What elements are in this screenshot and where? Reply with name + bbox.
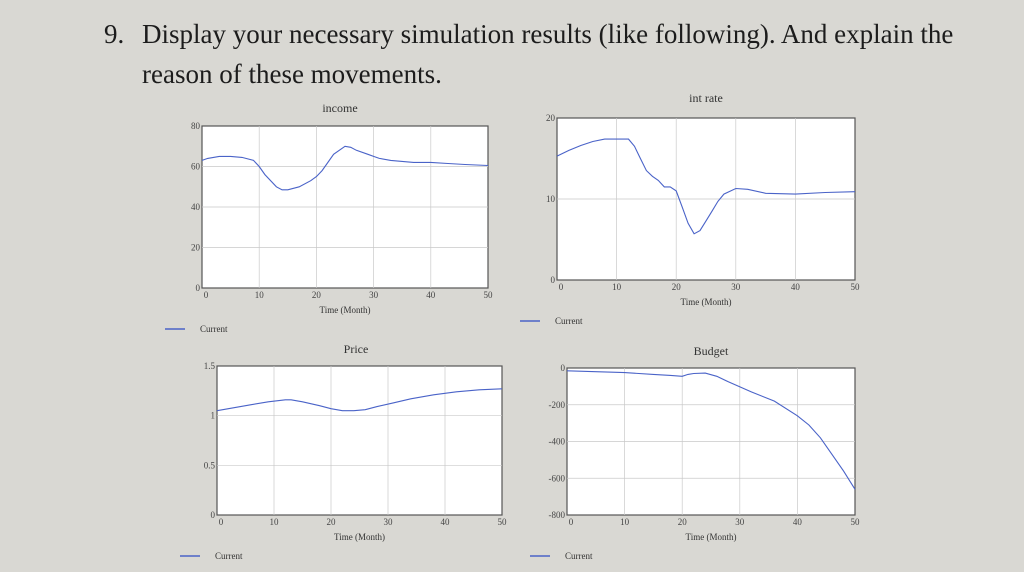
question-line-1: Display your necessary simulation result… [142, 19, 954, 49]
chart-0-x-tick-label: 30 [369, 290, 379, 300]
chart-0-x-tick-label: 50 [484, 290, 494, 300]
chart-0-legend-label: Current [200, 324, 228, 334]
chart-1-x-axis-label: Time (Month) [681, 297, 732, 307]
chart-2-legend-label: Current [215, 551, 243, 561]
chart-1-x-tick-label: 40 [791, 282, 801, 292]
chart-2-series-line [216, 388, 503, 412]
chart-1-title: int rate [689, 91, 723, 105]
chart-2-title: Price [344, 342, 369, 356]
chart-3-x-axis-label: Time (Month) [686, 532, 737, 542]
chart-3-x-tick-label: 40 [793, 517, 803, 527]
chart-3-y-tick-label: -200 [549, 400, 566, 410]
chart-2-y-tick-label: 1 [211, 411, 216, 421]
chart-0-y-tick-label: 40 [191, 202, 201, 212]
chart-3-x-tick-label: 50 [851, 517, 861, 527]
chart-3-y-tick-label: 0 [561, 363, 566, 373]
chart-0-y-tick-label: 0 [196, 283, 201, 293]
chart-1-y-tick-label: 0 [551, 275, 556, 285]
chart-0-y-tick-label: 60 [191, 162, 201, 172]
chart-3-title: Budget [694, 344, 729, 358]
question-number: 9. [104, 19, 125, 49]
chart-1-x-tick-label: 10 [612, 282, 622, 292]
chart-0-series-line [201, 145, 489, 191]
chart-1-legend-label: Current [555, 316, 583, 326]
chart-2-y-tick-label: 0.5 [204, 460, 216, 470]
question-line-2: reason of these movements. [142, 59, 442, 89]
chart-1-x-tick-label: 0 [559, 282, 564, 292]
chart-1-y-tick-label: 10 [546, 194, 556, 204]
chart-3-x-tick-label: 20 [678, 517, 688, 527]
chart-3-y-tick-label: -800 [549, 510, 566, 520]
chart-1-x-tick-label: 30 [731, 282, 741, 292]
chart-0-x-tick-label: 20 [312, 290, 322, 300]
chart-3-y-tick-label: -400 [549, 437, 566, 447]
chart-0-x-axis-label: Time (Month) [320, 305, 371, 315]
chart-3-x-tick-label: 10 [620, 517, 630, 527]
chart-2-y-tick-label: 1.5 [204, 361, 216, 371]
chart-1-x-tick-label: 50 [851, 282, 861, 292]
chart-3-y-tick-label: -600 [549, 473, 566, 483]
chart-0-x-tick-label: 10 [255, 290, 265, 300]
chart-3-x-tick-label: 30 [735, 517, 745, 527]
chart-3-series-line [566, 370, 856, 490]
chart-2-plot-area [216, 365, 503, 516]
chart-2-x-tick-label: 50 [498, 517, 508, 527]
chart-0-x-tick-label: 0 [204, 290, 209, 300]
chart-2-x-axis-label: Time (Month) [334, 532, 385, 542]
chart-1-series-line [556, 138, 856, 235]
chart-0-title: income [322, 101, 357, 115]
chart-0-y-tick-label: 20 [191, 243, 201, 253]
chart-3-x-tick-label: 0 [569, 517, 574, 527]
chart-2-x-tick-label: 10 [270, 517, 280, 527]
chart-2-y-tick-label: 0 [211, 510, 216, 520]
chart-3-legend-label: Current [565, 551, 593, 561]
chart-1-x-tick-label: 20 [672, 282, 682, 292]
chart-0-x-tick-label: 40 [426, 290, 436, 300]
chart-2-x-tick-label: 30 [384, 517, 394, 527]
chart-2-x-tick-label: 20 [327, 517, 337, 527]
chart-1-y-tick-label: 20 [546, 113, 556, 123]
chart-2-x-tick-label: 40 [441, 517, 451, 527]
chart-2-x-tick-label: 0 [219, 517, 224, 527]
chart-0-y-tick-label: 80 [191, 121, 201, 131]
